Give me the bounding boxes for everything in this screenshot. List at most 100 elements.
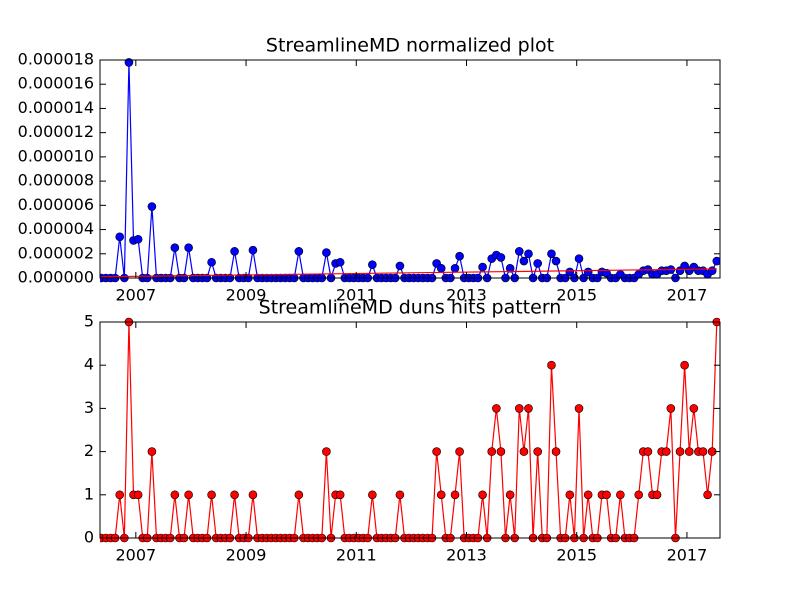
point [675,447,685,456]
point [652,490,662,500]
point [551,256,561,266]
point [565,490,575,500]
chart-title: StreamlineMD duns hits pattern [259,297,562,319]
point [634,490,644,500]
point [505,490,515,500]
point [643,447,653,456]
series-line [101,268,717,278]
point [565,267,575,277]
y-tick-label: 0.000006 [18,195,94,214]
x-tick-label: 2007 [115,286,156,305]
point [492,404,501,413]
y-tick-label: 0.000008 [18,171,94,190]
point [661,447,671,456]
point [519,447,529,456]
point [368,490,377,500]
y-tick-label: 1 [84,484,94,503]
point [335,257,345,267]
point [524,249,533,259]
point [368,260,377,269]
point [703,490,712,500]
point [147,202,157,211]
x-tick-label: 2011 [336,286,377,305]
point [666,404,676,413]
point [115,232,125,242]
point [514,247,524,256]
point [170,243,180,253]
point [450,264,460,273]
y-tick-label: 5 [84,312,94,331]
x-tick-label: 2017 [667,286,708,305]
point [432,447,441,456]
point [455,251,464,261]
point [322,248,331,257]
point [395,261,405,271]
point [294,247,304,256]
y-tick-label: 0.000002 [18,243,94,262]
y-tick-label: 0.000012 [18,122,94,141]
chart-title: StreamlineMD normalized plot [266,35,554,57]
point [547,249,556,259]
point [133,234,143,244]
point [248,245,258,255]
point [147,447,157,456]
y-tick-label: 3 [84,398,94,417]
point [524,404,533,413]
y-tick-label: 2 [84,441,94,460]
y-tick-label: 0.000016 [18,74,94,93]
point [602,490,611,500]
y-tick-label: 0.000014 [18,98,94,117]
point [680,360,689,370]
point [436,490,446,500]
point [496,447,506,456]
point [496,253,506,262]
x-tick-label: 2015 [556,546,597,565]
point [322,447,331,456]
point [547,360,556,370]
point [583,490,593,500]
y-tick-label: 4 [84,355,94,374]
point [698,447,708,456]
point [478,490,487,500]
point [133,490,143,500]
point [230,247,239,256]
point [184,243,193,253]
point [455,447,464,456]
point [551,447,561,456]
point [616,490,625,500]
point [207,257,216,267]
y-tick-label: 0 [84,528,94,547]
point [533,259,542,268]
x-tick-label: 2015 [556,286,597,305]
x-tick-label: 2017 [667,546,708,565]
point [519,256,529,266]
y-tick-label: 0.000004 [18,219,94,238]
y-tick-label: 0.000000 [18,268,94,287]
point [514,404,524,413]
point [684,447,694,456]
x-tick-label: 2009 [226,546,267,565]
point [487,447,497,456]
point [574,254,584,263]
x-tick-label: 2013 [446,286,487,305]
point [436,264,446,273]
point [505,264,515,273]
point [707,266,717,276]
point [450,490,460,500]
point [335,490,345,500]
axes-frame [99,321,721,539]
x-tick-label: 2009 [226,286,267,305]
point [230,490,239,500]
y-tick-label: 0.000018 [18,50,94,69]
point [248,490,258,500]
point [207,490,216,500]
point [712,256,720,266]
axes-frame [99,59,721,279]
y-tick-label: 0.000010 [18,146,94,165]
point [115,490,125,500]
point [395,490,405,500]
point [170,490,180,500]
point [478,262,487,272]
x-tick-label: 2011 [336,546,377,565]
